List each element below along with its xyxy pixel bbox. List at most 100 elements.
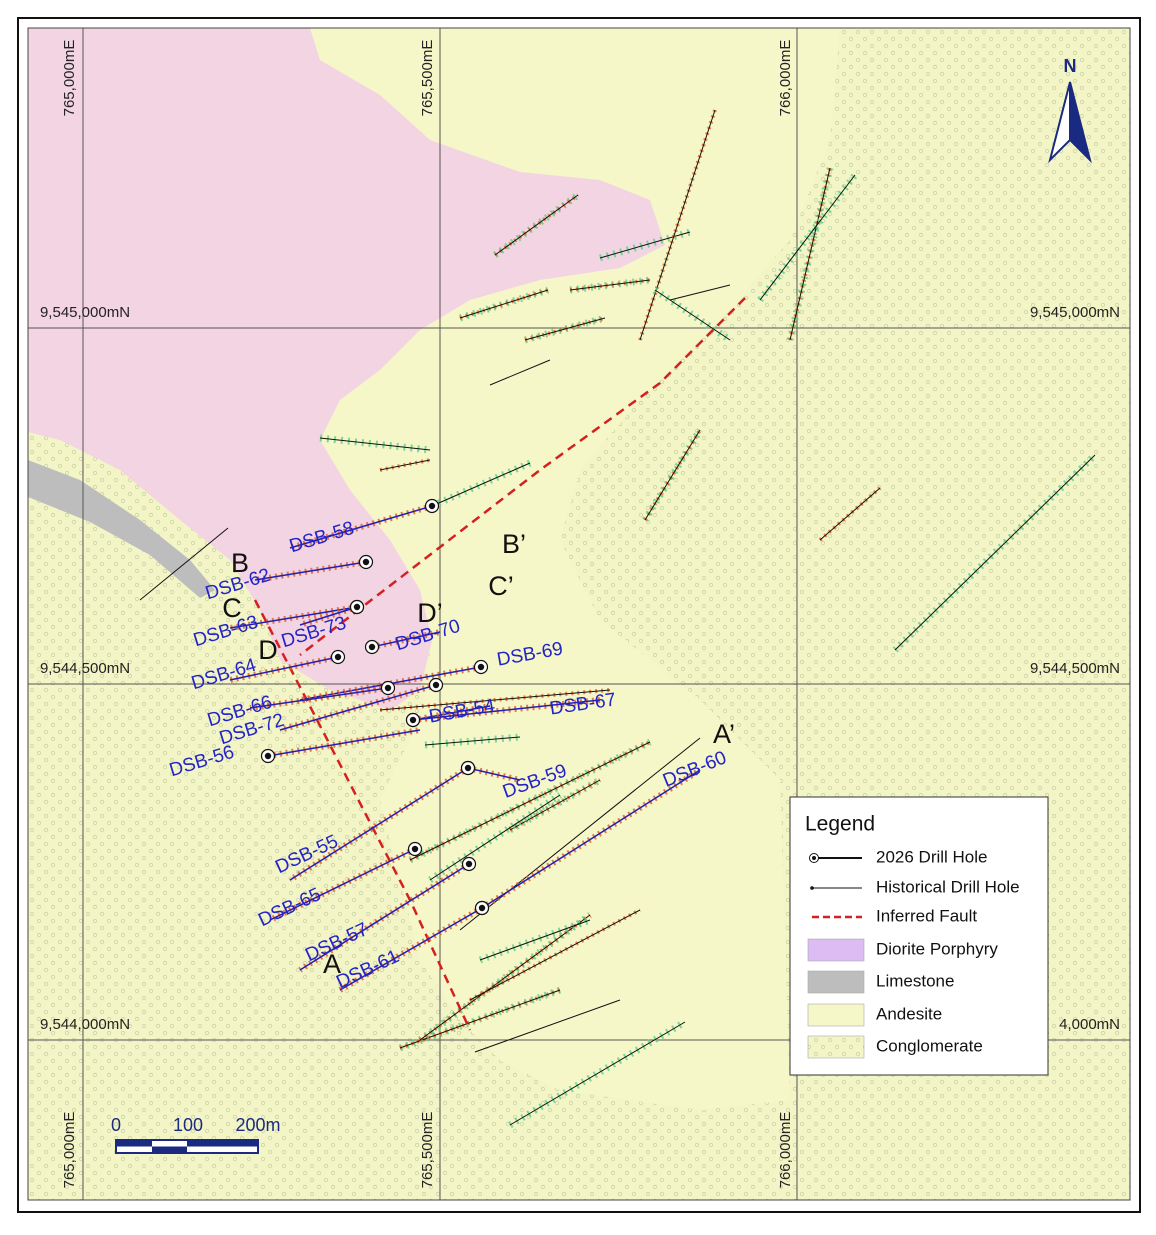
hole-collar-dot — [478, 904, 486, 912]
arrow-right — [1069, 81, 1092, 164]
easting-label: 765,500mE — [419, 1112, 436, 1189]
map-frame — [17, 17, 1141, 1213]
hole-collar-dot — [334, 653, 342, 661]
hole-collar-dot — [353, 603, 361, 611]
historical-hole — [639, 109, 716, 341]
historical-hole — [654, 289, 731, 341]
historical-hole — [469, 909, 641, 1001]
scale-seg — [152, 1146, 187, 1153]
historical-hole — [379, 689, 611, 711]
legend-label: Historical Drill Hole — [876, 877, 1020, 896]
northing-label: 9,544,500mN — [40, 660, 130, 677]
easting-label: 765,500mE — [419, 40, 436, 117]
northing-label: 9,545,000mN — [40, 304, 130, 321]
hole-collar-dot — [428, 502, 436, 510]
hole-collar-dot — [409, 716, 417, 724]
drill-holes-2026 — [229, 498, 702, 993]
legend-symbol — [810, 886, 814, 890]
historical-hole — [894, 454, 1096, 651]
section-label: D’ — [417, 598, 443, 628]
hole-trace — [289, 767, 469, 881]
hole-trace — [412, 699, 601, 721]
map-inner-frame — [27, 27, 1131, 1201]
north-label: N — [1064, 56, 1077, 76]
hole-trace — [299, 863, 470, 971]
hole-collar-dot — [362, 558, 370, 566]
hole-trace — [279, 684, 437, 731]
scale-bar: 0 100 200m — [111, 1115, 281, 1154]
scale-label: 100 — [173, 1115, 203, 1135]
easting-label: 766,000mE — [777, 1112, 794, 1189]
legend-symbol — [812, 856, 816, 860]
hole-trace — [249, 687, 389, 709]
hole-collar-dot — [465, 860, 473, 868]
legend-symbol — [807, 938, 865, 962]
hole-trace — [467, 767, 521, 781]
hole-trace — [229, 656, 339, 681]
historical-hole — [379, 459, 431, 471]
historical-hole — [474, 999, 621, 1053]
historical-hole — [569, 279, 651, 291]
hole-collar-dot — [264, 752, 272, 760]
hole-trace — [371, 631, 441, 648]
northing-label: 4,000mN — [1059, 1016, 1120, 1033]
historical-hole — [759, 174, 856, 301]
hole-trace — [481, 769, 701, 909]
historical-hole — [139, 527, 229, 601]
hole-trace — [229, 606, 358, 629]
section-label: B — [231, 548, 249, 578]
legend-symbol — [807, 1003, 865, 1027]
historical-hole — [431, 462, 531, 507]
historical-hole — [819, 487, 881, 541]
hole-collar-dot — [368, 643, 376, 651]
easting-label: 765,000mE — [61, 1112, 78, 1189]
hole-trace — [339, 907, 483, 991]
historical-hole — [494, 194, 579, 256]
historical-hole — [509, 1021, 686, 1126]
historical-hole — [479, 919, 591, 961]
north-arrow: N — [1048, 56, 1092, 164]
historical-hole — [399, 989, 561, 1049]
inferred-fault — [253, 297, 746, 1031]
historical-hole — [459, 737, 701, 931]
legend-title: Legend — [805, 813, 875, 836]
historical-hole — [509, 779, 601, 831]
northing-label: 9,545,000mN — [1030, 304, 1120, 321]
historical-hole — [644, 429, 701, 521]
scale-label: 200m — [235, 1115, 280, 1135]
section-label: A’ — [713, 719, 735, 749]
section-label: B’ — [502, 529, 526, 559]
legend-label: Conglomerate — [876, 1036, 983, 1055]
fault-line — [299, 297, 746, 656]
hole-collar-dot — [464, 764, 472, 772]
easting-label: 765,000mE — [61, 40, 78, 117]
hole-trace — [289, 505, 433, 549]
scale-seg — [187, 1140, 258, 1147]
historical-hole — [319, 437, 431, 451]
hole-trace — [254, 561, 367, 581]
section-label: C’ — [488, 571, 514, 601]
historical-hole — [669, 284, 731, 301]
section-label: A — [323, 949, 341, 979]
diorite-porphyry — [28, 28, 665, 710]
historical-hole — [789, 167, 831, 341]
legend-symbol — [807, 970, 865, 994]
legend-symbol — [807, 1035, 865, 1059]
historical-hole — [409, 741, 651, 861]
legend-label: 2026 Drill Hole — [876, 847, 988, 866]
legend-label: Limestone — [876, 971, 954, 990]
legend-box — [789, 796, 1049, 1076]
historical-hole — [524, 317, 606, 341]
hole-collar-dot — [411, 845, 419, 853]
historical-holes — [139, 109, 1098, 1129]
hole-trace — [269, 848, 416, 921]
section-label: D — [258, 635, 278, 665]
hole-collar-dot — [384, 684, 392, 692]
historical-hole — [424, 736, 521, 746]
hole-collar-dot — [477, 663, 485, 671]
historical-hole — [489, 359, 551, 386]
northing-label: 9,544,500mN — [1030, 660, 1120, 677]
legend-label: Andesite — [876, 1004, 942, 1023]
limestone — [28, 460, 215, 598]
